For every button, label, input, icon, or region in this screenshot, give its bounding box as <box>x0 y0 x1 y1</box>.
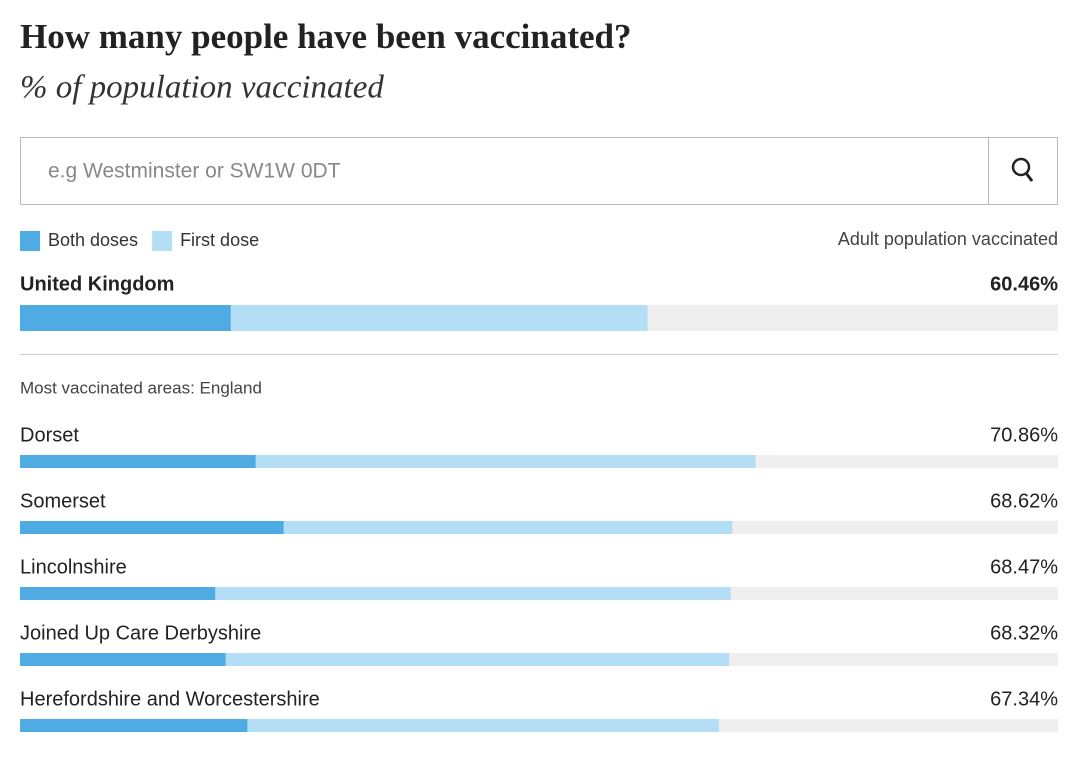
search-placeholder: e.g Westminster or SW1W 0DT <box>48 160 341 183</box>
chart-subtitle: % of population vaccinated <box>20 70 384 106</box>
category-label: Dorset <box>20 424 79 446</box>
search-button[interactable] <box>1011 157 1034 182</box>
category-label: Lincolnshire <box>20 556 127 578</box>
value-label: 67.34% <box>990 688 1058 710</box>
category-label: Somerset <box>20 490 106 512</box>
bar <box>20 521 284 534</box>
legend-swatch <box>20 231 40 251</box>
legend-label: First dose <box>180 230 259 250</box>
value-header: Adult population vaccinated <box>838 229 1058 249</box>
value-label: 60.46% <box>990 273 1058 295</box>
section-label: Most vaccinated areas: England <box>20 378 262 397</box>
value-label: 68.47% <box>990 556 1058 578</box>
legend-swatch <box>152 231 173 251</box>
search-icon-handle <box>1024 172 1034 182</box>
bar <box>20 719 248 732</box>
search-icon <box>1011 157 1031 177</box>
search-box[interactable] <box>20 137 1058 205</box>
bar <box>20 587 216 600</box>
bar <box>20 653 226 666</box>
legend-label: Both doses <box>48 230 138 250</box>
value-label: 68.32% <box>990 622 1058 644</box>
category-label: Joined Up Care Derbyshire <box>20 622 261 644</box>
bar <box>20 455 256 468</box>
category-label: Herefordshire and Worcestershire <box>20 688 320 710</box>
value-label: 70.86% <box>990 424 1058 446</box>
bar <box>20 305 231 331</box>
chart-title: How many people have been vaccinated? <box>20 17 632 56</box>
category-label: United Kingdom <box>20 273 174 295</box>
value-label: 68.62% <box>990 490 1058 512</box>
